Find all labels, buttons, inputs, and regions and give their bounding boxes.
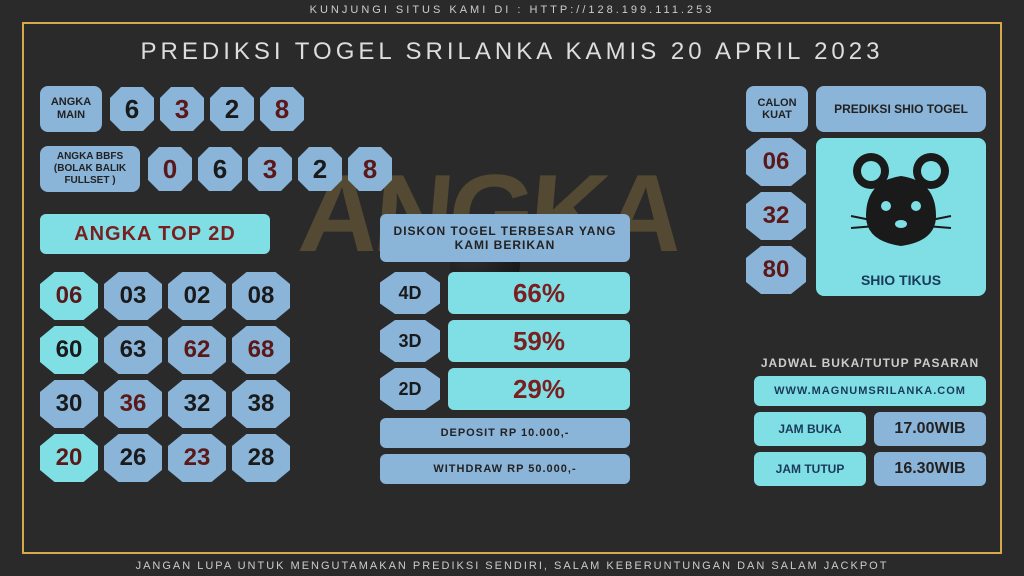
angka-main-number: 2 bbox=[210, 87, 254, 131]
top2d-cell: 02 bbox=[168, 272, 226, 320]
angka-main-number: 6 bbox=[110, 87, 154, 131]
schedule-link[interactable]: WWW.MAGNUMSRILANKA.COM bbox=[754, 376, 986, 406]
top2d-cell: 03 bbox=[104, 272, 162, 320]
angka-bbfs-number: 8 bbox=[348, 147, 392, 191]
diskon-value: 66% bbox=[448, 272, 630, 314]
diskon-label: 3D bbox=[380, 320, 440, 362]
schedule-value: 16.30WIB bbox=[874, 452, 986, 486]
schedule-title: JADWAL BUKA/TUTUP PASARAN bbox=[761, 356, 979, 370]
angka-bbfs-number: 0 bbox=[148, 147, 192, 191]
top2d-cell: 08 bbox=[232, 272, 290, 320]
diskon-block: 4D66%3D59%2D29% DEPOSIT RP 10.000,- WITH… bbox=[380, 272, 630, 484]
schedule-row: JAM BUKA17.00WIB bbox=[754, 412, 986, 446]
diskon-row: 4D66% bbox=[380, 272, 630, 314]
angka-bbfs-number: 2 bbox=[298, 147, 342, 191]
schedule-label: JAM BUKA bbox=[754, 412, 866, 446]
calon-kuat-label: CALON KUAT bbox=[746, 86, 808, 132]
diskon-row: 3D59% bbox=[380, 320, 630, 362]
angka-main-label: ANGKA MAIN bbox=[40, 86, 102, 132]
shio-box: SHIO TIKUS bbox=[816, 138, 986, 296]
top2d-title: ANGKA TOP 2D bbox=[40, 214, 270, 254]
top2d-cell: 06 bbox=[40, 272, 98, 320]
schedule-block: JADWAL BUKA/TUTUP PASARAN WWW.MAGNUMSRIL… bbox=[754, 356, 986, 486]
diskon-value: 59% bbox=[448, 320, 630, 362]
top2d-cell: 23 bbox=[168, 434, 226, 482]
top2d-cell: 60 bbox=[40, 326, 98, 374]
top2d-cell: 62 bbox=[168, 326, 226, 374]
top2d-cell: 68 bbox=[232, 326, 290, 374]
shio-name: SHIO TIKUS bbox=[861, 272, 941, 288]
angka-bbfs-number: 6 bbox=[198, 147, 242, 191]
calon-kuat-number: 80 bbox=[746, 246, 806, 294]
top2d-cell: 20 bbox=[40, 434, 98, 482]
deposit-info: DEPOSIT RP 10.000,- bbox=[380, 418, 630, 448]
rat-icon bbox=[841, 146, 961, 256]
top2d-cell: 63 bbox=[104, 326, 162, 374]
angka-main-row: ANGKA MAIN 6328 bbox=[40, 86, 304, 132]
top2d-cell: 32 bbox=[168, 380, 226, 428]
angka-bbfs-number: 3 bbox=[248, 147, 292, 191]
page-title: PREDIKSI TOGEL SRILANKA KAMIS 20 APRIL 2… bbox=[0, 38, 1024, 66]
diskon-label: 4D bbox=[380, 272, 440, 314]
withdraw-info: WITHDRAW RP 50.000,- bbox=[380, 454, 630, 484]
calon-kuat-number: 32 bbox=[746, 192, 806, 240]
diskon-title: DISKON TOGEL TERBESAR YANG KAMI BERIKAN bbox=[380, 214, 630, 262]
angka-main-number: 8 bbox=[260, 87, 304, 131]
diskon-row: 2D29% bbox=[380, 368, 630, 410]
angka-bbfs-row: ANGKA BBFS (BOLAK BALIK FULLSET ) 06328 bbox=[40, 146, 392, 192]
top2d-cell: 26 bbox=[104, 434, 162, 482]
calon-kuat-block: CALON KUAT 06 32 80 PREDIKSI SHIO TOGEL SH… bbox=[746, 86, 986, 296]
diskon-value: 29% bbox=[448, 368, 630, 410]
top-banner: KUNJUNGI SITUS KAMI DI : HTTP://128.199.… bbox=[0, 4, 1024, 16]
angka-bbfs-label: ANGKA BBFS (BOLAK BALIK FULLSET ) bbox=[40, 146, 140, 192]
bottom-banner: JANGAN LUPA UNTUK MENGUTAMAKAN PREDIKSI … bbox=[0, 560, 1024, 572]
schedule-row: JAM TUTUP16.30WIB bbox=[754, 452, 986, 486]
top2d-grid: 06030208 60636268 30363238 20262328 bbox=[40, 272, 290, 482]
top2d-cell: 30 bbox=[40, 380, 98, 428]
shio-title: PREDIKSI SHIO TOGEL bbox=[816, 86, 986, 132]
calon-kuat-number: 06 bbox=[746, 138, 806, 186]
angka-main-number: 3 bbox=[160, 87, 204, 131]
schedule-value: 17.00WIB bbox=[874, 412, 986, 446]
top2d-cell: 36 bbox=[104, 380, 162, 428]
schedule-label: JAM TUTUP bbox=[754, 452, 866, 486]
diskon-label: 2D bbox=[380, 368, 440, 410]
top2d-cell: 38 bbox=[232, 380, 290, 428]
top2d-cell: 28 bbox=[232, 434, 290, 482]
